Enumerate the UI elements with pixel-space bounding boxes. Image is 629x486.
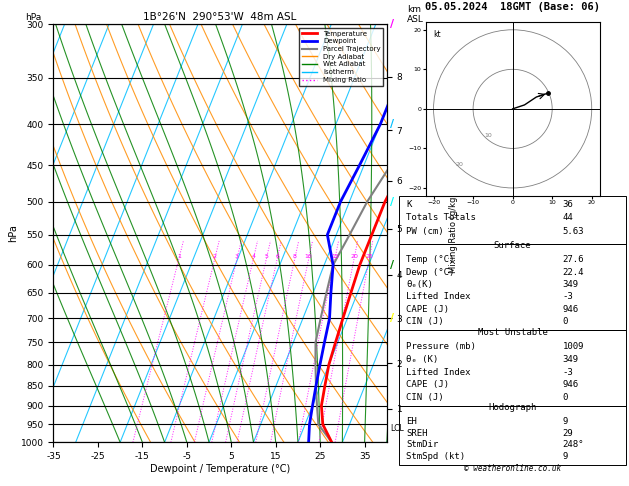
Text: © weatheronline.co.uk: © weatheronline.co.uk [464,465,561,473]
Text: kt: kt [433,30,441,39]
Text: 10: 10 [484,133,492,139]
Text: 248°: 248° [562,440,584,450]
Text: 10: 10 [305,254,313,259]
Text: 25: 25 [365,254,373,259]
Text: 946: 946 [562,305,579,314]
Text: /: / [390,19,394,29]
Text: 15: 15 [331,254,339,259]
Text: Pressure (mb): Pressure (mb) [406,343,476,351]
Bar [399,406,626,465]
Y-axis label: hPa: hPa [8,225,18,242]
Text: 20: 20 [350,254,358,259]
Text: 8: 8 [292,254,297,259]
Text: Lifted Index: Lifted Index [406,367,470,377]
Text: CAPE (J): CAPE (J) [406,380,449,389]
Text: 9: 9 [562,452,568,461]
Text: 9: 9 [562,417,568,426]
Text: /: / [390,197,394,207]
Text: CIN (J): CIN (J) [406,317,444,326]
Text: Hodograph: Hodograph [489,403,537,413]
Text: -3: -3 [562,367,573,377]
Text: /: / [390,313,394,324]
Text: CAPE (J): CAPE (J) [406,305,449,314]
Text: Surface: Surface [494,241,532,250]
Text: 05.05.2024  18GMT (Base: 06): 05.05.2024 18GMT (Base: 06) [425,2,600,13]
Text: StmSpd (kt): StmSpd (kt) [406,452,465,461]
Text: CIN (J): CIN (J) [406,393,444,402]
Text: 349: 349 [562,280,579,289]
Text: /: / [390,260,394,270]
Text: 5.63: 5.63 [562,227,584,236]
Text: Dewp (°C): Dewp (°C) [406,268,455,277]
Text: 349: 349 [562,355,579,364]
Text: 1: 1 [177,254,181,259]
Text: /: / [390,119,394,129]
Text: 6: 6 [276,254,279,259]
Text: 20: 20 [455,162,464,167]
Bar [399,330,626,406]
Text: 27.6: 27.6 [562,255,584,264]
Text: 29: 29 [562,429,573,437]
Title: 1B°26'N  290°53'W  48m ASL: 1B°26'N 290°53'W 48m ASL [143,12,297,22]
Text: SREH: SREH [406,429,428,437]
Text: θₑ(K): θₑ(K) [406,280,433,289]
Text: StmDir: StmDir [406,440,438,450]
Legend: Temperature, Dewpoint, Parcel Trajectory, Dry Adiabat, Wet Adiabat, Isotherm, Mi: Temperature, Dewpoint, Parcel Trajectory… [299,28,383,86]
Text: hPa: hPa [25,13,42,22]
Text: Totals Totals: Totals Totals [406,213,476,223]
Text: LCL: LCL [390,424,404,433]
X-axis label: Dewpoint / Temperature (°C): Dewpoint / Temperature (°C) [150,464,290,474]
Text: K: K [406,200,411,209]
Text: Mixing Ratio (g/kg): Mixing Ratio (g/kg) [449,193,458,273]
Text: Most Unstable: Most Unstable [477,328,548,337]
Text: 0: 0 [562,393,568,402]
Text: 0: 0 [562,317,568,326]
Text: 36: 36 [562,200,573,209]
Text: 44: 44 [562,213,573,223]
Text: EH: EH [406,417,417,426]
Text: Lifted Index: Lifted Index [406,293,470,301]
Text: 2: 2 [213,254,217,259]
Y-axis label: km
ASL: km ASL [407,5,424,24]
Text: PW (cm): PW (cm) [406,227,444,236]
Text: Temp (°C): Temp (°C) [406,255,455,264]
Text: 5: 5 [264,254,268,259]
Bar [399,243,626,330]
Text: -3: -3 [562,293,573,301]
Text: 1009: 1009 [562,343,584,351]
Text: 3: 3 [235,254,239,259]
Text: 946: 946 [562,380,579,389]
Text: 22.4: 22.4 [562,268,584,277]
Text: 4: 4 [252,254,255,259]
Bar [399,196,626,243]
Text: θₑ (K): θₑ (K) [406,355,438,364]
